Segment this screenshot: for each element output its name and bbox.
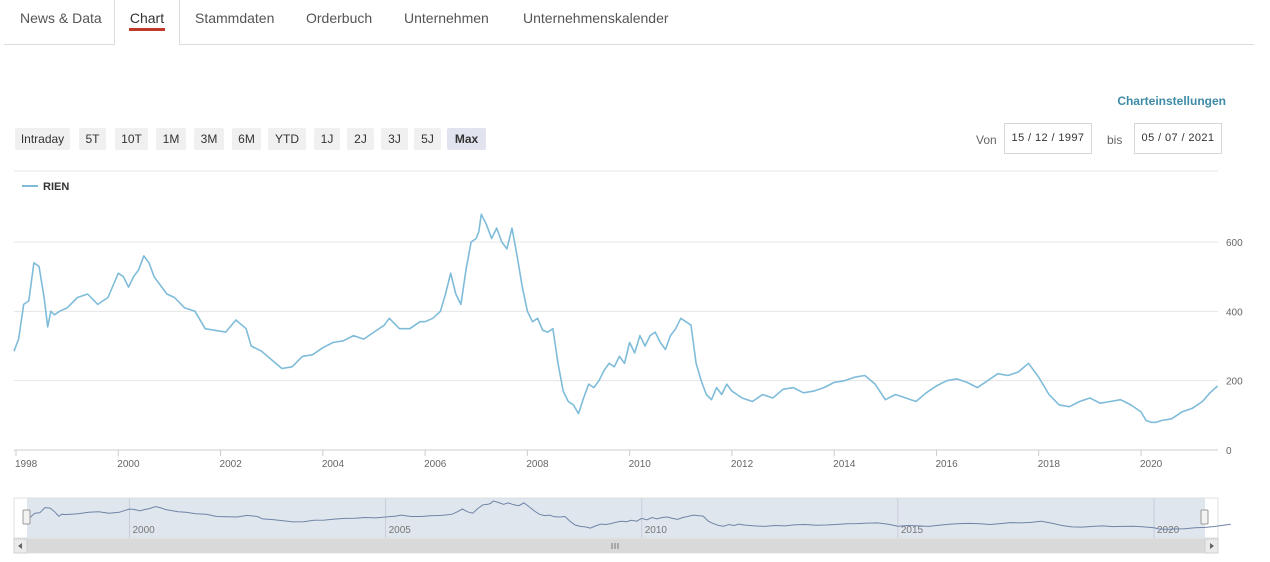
range-button-2j[interactable]: 2J [347,128,374,150]
scrollbar-right-arrow-button[interactable] [1204,538,1219,554]
range-button-3j[interactable]: 3J [381,128,408,150]
chevron-right-icon [1210,543,1214,549]
tab-chart[interactable]: Chart [114,0,180,45]
range-button-5j[interactable]: 5J [414,128,441,150]
scrollbar-left-arrow-button[interactable] [13,538,28,554]
navigator-scrollbar[interactable] [13,538,1219,554]
range-button-1m[interactable]: 1M [156,128,186,150]
range-button-1j[interactable]: 1J [314,128,340,150]
date-to-input[interactable]: 05 / 07 / 2021 [1134,123,1222,154]
navigator-tick-label-2000: 2000 [132,525,155,536]
navigator-handle-left[interactable] [22,509,31,525]
range-button-intraday[interactable]: Intraday [15,128,70,150]
navigator-handle-right[interactable] [1200,509,1209,525]
x-tick-label-2004: 2004 [322,459,345,470]
x-tick-label-2000: 2000 [117,459,140,470]
navigator-tick-label-2020: 2020 [1157,525,1180,536]
tab-chart-label: Chart [129,10,165,26]
tab-news-data[interactable]: News & Data [20,10,102,26]
y-tick-label-0: 0 [1226,446,1232,457]
chart-settings-link[interactable]: Charteinstellungen [1117,94,1226,108]
x-tick-label-2008: 2008 [526,459,549,470]
date-from-label: Von [976,133,997,147]
tab-orderbuch[interactable]: Orderbuch [306,10,373,26]
range-button-max[interactable]: Max [447,128,486,150]
chevron-left-icon [18,543,22,549]
series-line-rien [13,213,1219,424]
y-tick-label-200: 200 [1226,377,1243,388]
range-button-5t[interactable]: 5T [79,128,106,150]
range-button-6m[interactable]: 6M [232,128,261,150]
x-tick-label-2002: 2002 [220,459,243,470]
x-tick-label-2014: 2014 [833,459,856,470]
navigator-background [13,497,1219,539]
x-tick-label-2010: 2010 [629,459,652,470]
scrollbar-grip-icon [611,543,619,549]
navigator-tick-label-2010: 2010 [645,525,668,536]
navigator-tick-label-2005: 2005 [389,525,412,536]
navigator-tick-label-2015: 2015 [901,525,924,536]
legend-series-label: RIEN [43,181,69,193]
range-button-10t[interactable]: 10T [115,128,148,150]
x-tick-label-2020: 2020 [1140,459,1163,470]
range-button-ytd[interactable]: YTD [268,128,306,150]
navigator-selection [27,498,1205,538]
active-tab-indicator [129,28,165,31]
tab-unternehmenskalender[interactable]: Unternehmenskalender [523,10,669,26]
x-tick-label-2016: 2016 [935,459,958,470]
y-tick-label-600: 600 [1226,238,1243,249]
y-tick-label-400: 400 [1226,307,1243,318]
range-button-3m[interactable]: 3M [194,128,224,150]
x-tick-label-1998: 1998 [15,459,38,470]
tab-unternehmen[interactable]: Unternehmen [404,10,489,26]
x-axis: 1998 2000 2002 2004 2006 2008 2010 2012 2014 2016… [14,449,1218,470]
chart-legend: RIEN [22,181,69,193]
navigator-series-line [24,500,1231,530]
navigator: 2000 2005 2010 2015 2020 [13,497,1231,539]
chart-gridlines [14,241,1218,382]
scrollbar-thumb[interactable] [27,539,1205,553]
x-tick-label-2006: 2006 [424,459,447,470]
x-tick-label-2018: 2018 [1038,459,1061,470]
date-to-label: bis [1107,133,1123,147]
navigator-x-axis: 2000 2005 2010 2015 2020 [128,498,1180,538]
x-tick-label-2012: 2012 [731,459,754,470]
tab-stammdaten[interactable]: Stammdaten [195,10,275,26]
date-from-input[interactable]: 15 / 12 / 1997 [1004,123,1092,154]
tab-bar: News & Data Chart Stammdaten Orderbuch U… [4,0,1254,45]
scrollbar-track [13,538,1219,554]
y-axis-labels: 0 200 400 600 [1226,238,1243,457]
